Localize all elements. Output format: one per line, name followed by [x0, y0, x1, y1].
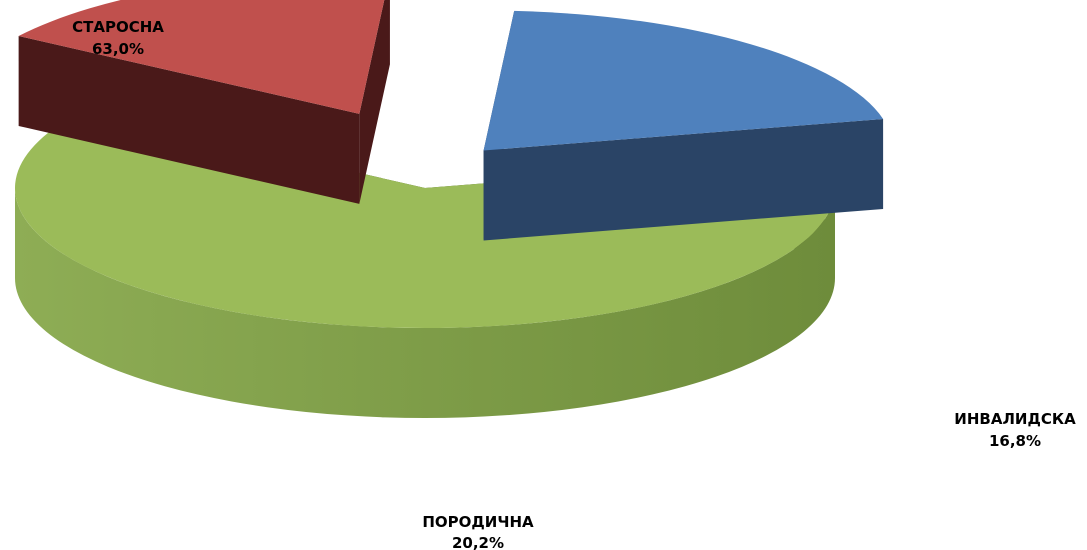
slice-label-porodichna: ПОРОДИЧНА [422, 513, 534, 531]
slice-label-invalidska: ИНВАЛИДСКА [954, 410, 1076, 428]
slice-label-starosna: СТАРОСНА [72, 18, 164, 36]
slice-value-porodichna: 20,2% [452, 534, 504, 550]
slice-porodichna [483, 10, 884, 241]
slice-value-invalidska: 16,8% [989, 432, 1041, 450]
slice-invalidska [18, 0, 390, 204]
slice-value-starosna: 63,0% [92, 40, 144, 58]
